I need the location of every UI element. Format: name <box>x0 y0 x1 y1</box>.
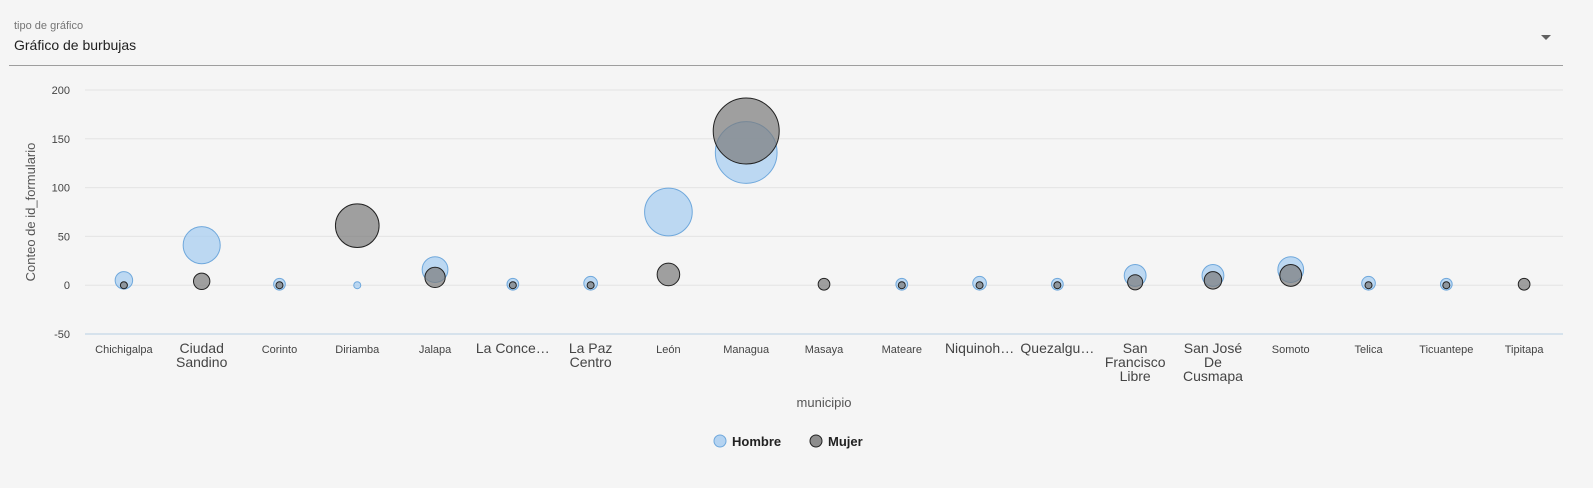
x-category-label: San Francisco Libre <box>1105 340 1166 384</box>
x-category-label-line: Corinto <box>262 344 297 356</box>
x-category-label-line: Chichigalpa <box>95 344 153 356</box>
x-category-label-line: Centro <box>570 354 612 370</box>
legend: Hombre Mujer <box>713 434 863 449</box>
legend-item-hombre[interactable]: Hombre <box>713 434 781 449</box>
x-category-label: Jalapa <box>419 344 452 356</box>
bubble-mujer[interactable] <box>275 281 284 290</box>
y-tick-label: 50 <box>58 231 70 243</box>
bubble-mujer[interactable] <box>656 262 681 287</box>
bubble-hombre[interactable] <box>182 226 221 265</box>
x-category-label-line: Quezalgu… <box>1020 340 1094 356</box>
bubbles <box>114 97 1531 291</box>
x-category-label: San José De Cusmapa <box>1183 340 1243 384</box>
bubble-mujer[interactable] <box>119 281 128 290</box>
x-category-label: Mateare <box>882 344 922 356</box>
x-category-label-line: Libre <box>1120 368 1151 384</box>
bubble-mujer[interactable] <box>1279 264 1303 287</box>
x-category-label: Managua <box>723 344 770 356</box>
x-category-label: Ticuantepe <box>1419 344 1473 356</box>
x-category-label: León <box>656 344 680 356</box>
x-category-label-line: Tipitapa <box>1505 344 1545 356</box>
bubble-mujer[interactable] <box>817 277 831 291</box>
x-category-label-line: San José <box>1184 340 1243 356</box>
x-category-label: Masaya <box>805 344 844 356</box>
x-category-label: Niquinoh… <box>945 340 1014 356</box>
x-category-label-line: Ciudad <box>179 340 223 356</box>
y-axis-title: Conteo de id_formulario <box>23 143 38 282</box>
x-category-label-line: De <box>1204 354 1222 370</box>
x-category-label-line: Sandino <box>176 354 228 370</box>
x-axis-title: municipio <box>797 395 852 410</box>
y-tick-label: 200 <box>52 85 70 97</box>
bubble-mujer[interactable] <box>508 281 517 290</box>
grid-lines <box>85 89 1563 335</box>
chevron-down-icon[interactable] <box>1541 35 1551 40</box>
x-category-label-line: Cusmapa <box>1183 368 1243 384</box>
x-category-label-line: La Conce… <box>476 340 550 356</box>
bubble-mujer[interactable] <box>1127 274 1144 291</box>
x-category-label-line: Somoto <box>1272 344 1310 356</box>
x-category-label-line: Managua <box>723 344 770 356</box>
x-category-label-line: Masaya <box>805 344 844 356</box>
legend-label: Hombre <box>732 434 781 449</box>
bubble-mujer[interactable] <box>975 281 984 290</box>
bubble-mujer[interactable] <box>334 203 380 248</box>
legend-item-mujer[interactable]: Mujer <box>809 434 863 449</box>
bubble-mujer[interactable] <box>1442 281 1451 290</box>
x-category-label-line: Diriamba <box>335 344 380 356</box>
y-axis-ticks: -50 0 50 100 150 200 <box>52 85 70 341</box>
chart-type-select[interactable]: tipo de gráfico Gráfico de burbujas <box>9 0 1563 66</box>
bubble-mujer[interactable] <box>897 281 906 290</box>
x-category-label: Corinto <box>262 344 297 356</box>
chart-type-label: tipo de gráfico <box>14 20 84 32</box>
y-tick-label: 100 <box>52 183 70 195</box>
y-tick-label: 0 <box>64 280 70 292</box>
x-category-label-line: Francisco <box>1105 354 1166 370</box>
x-category-label-line: Niquinoh… <box>945 340 1014 356</box>
legend-label: Mujer <box>828 434 863 449</box>
legend-swatch <box>809 434 823 448</box>
bubble-mujer[interactable] <box>192 272 211 290</box>
x-category-label-line: Jalapa <box>419 344 452 356</box>
x-category-label-line: Telica <box>1354 344 1383 356</box>
bubble-mujer[interactable] <box>1203 271 1223 290</box>
bubble-mujer[interactable] <box>586 281 595 290</box>
x-category-label-line: San <box>1123 340 1148 356</box>
x-category-label: Tipitapa <box>1505 344 1545 356</box>
x-category-label: Chichigalpa <box>95 344 153 356</box>
y-tick-label: -50 <box>54 329 70 341</box>
x-category-label: Diriamba <box>335 344 380 356</box>
bubble-hombre[interactable] <box>353 281 362 290</box>
x-category-label: La Conce… <box>476 340 550 356</box>
bubble-hombre[interactable] <box>644 187 693 237</box>
x-category-label-line: León <box>656 344 680 356</box>
x-category-label: Telica <box>1354 344 1383 356</box>
chart-type-value: Gráfico de burbujas <box>14 37 137 53</box>
x-category-label: Quezalgu… <box>1020 340 1094 356</box>
x-axis-categories: Chichigalpa Ciudad Sandino Corinto Diriamba J… <box>95 340 1544 384</box>
bubble-mujer[interactable] <box>712 97 780 165</box>
x-category-label: Somoto <box>1272 344 1310 356</box>
x-category-label-line: La Paz <box>569 340 613 356</box>
bubble-mujer[interactable] <box>1364 281 1373 290</box>
x-category-label-line: Mateare <box>882 344 922 356</box>
x-category-label: Ciudad Sandino <box>176 340 228 370</box>
legend-swatch <box>713 434 727 448</box>
bubble-mujer[interactable] <box>1053 281 1062 290</box>
y-tick-label: 150 <box>52 134 70 146</box>
x-category-label-line: Ticuantepe <box>1419 344 1473 356</box>
bubble-mujer[interactable] <box>1517 277 1531 291</box>
bubble-mujer[interactable] <box>424 266 446 289</box>
x-category-label: La Paz Centro <box>569 340 613 370</box>
